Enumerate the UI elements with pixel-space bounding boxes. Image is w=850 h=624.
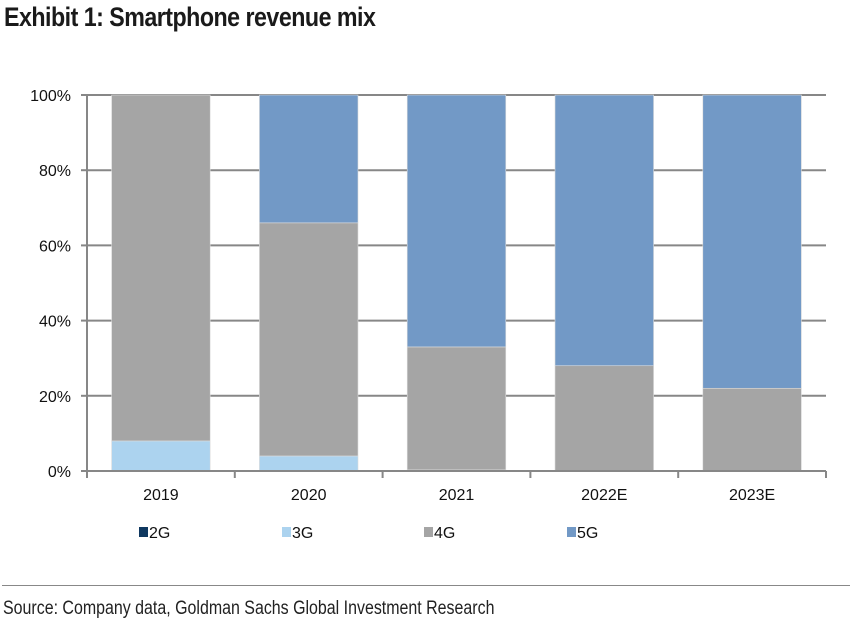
legend-label: 3G — [292, 525, 313, 542]
legend-item-5g: 5G — [567, 525, 598, 542]
legend-item-4g: 4G — [424, 525, 455, 542]
legend-item-2g: 2G — [139, 525, 170, 542]
bar-3g-2019 — [111, 440, 211, 472]
legend-swatch — [567, 527, 576, 537]
bar-3g-2020 — [259, 455, 359, 472]
bar-4g-2019 — [111, 94, 211, 442]
legend-label: 2G — [149, 525, 170, 542]
x-tick-label: 2022E — [581, 487, 627, 504]
y-tick-label: 20% — [39, 389, 71, 406]
legend-label: 4G — [434, 525, 455, 542]
chart-title: Exhibit 1: Smartphone revenue mix — [4, 2, 376, 32]
legend: 2G 3G 4G 5G — [139, 525, 598, 542]
y-tick-label: 80% — [39, 163, 71, 180]
y-tick-label: 0% — [48, 464, 71, 481]
x-tick-label: 2021 — [439, 487, 475, 504]
bars — [111, 94, 802, 472]
y-tick-labels: 0% 20% 40% 60% 80% 100% — [30, 88, 71, 481]
legend-item-3g: 3G — [282, 525, 313, 542]
bar-4g-2023e — [702, 387, 802, 472]
legend-label: 5G — [577, 525, 598, 542]
x-tick-label: 2020 — [291, 487, 327, 504]
bar-4g-2022e — [554, 365, 654, 472]
axes — [81, 94, 827, 478]
footer-divider — [2, 585, 850, 586]
legend-swatch — [139, 527, 148, 537]
y-tick-label: 100% — [30, 88, 71, 105]
legend-swatch — [424, 527, 433, 537]
bar-5g-2020 — [259, 94, 359, 224]
x-tick-label: 2023E — [729, 487, 775, 504]
bar-4g-2020 — [259, 222, 359, 457]
stacked-bar-chart: 0% 20% 40% 60% 80% 100% 2019 2020 2021 2022E 2023… — [30, 88, 827, 542]
bar-5g-2022e — [554, 94, 654, 367]
y-tick-label: 60% — [39, 238, 71, 255]
bar-5g-2023e — [702, 94, 802, 389]
source-note: Source: Company data, Goldman Sachs Glob… — [3, 598, 495, 619]
x-tick-label: 2019 — [143, 487, 179, 504]
legend-swatch — [282, 527, 291, 537]
bar-5g-2021 — [406, 94, 507, 348]
x-tick-labels: 2019 2020 2021 2022E 2023E — [143, 487, 775, 504]
bar-4g-2021 — [406, 346, 507, 471]
y-tick-label: 40% — [39, 314, 71, 331]
